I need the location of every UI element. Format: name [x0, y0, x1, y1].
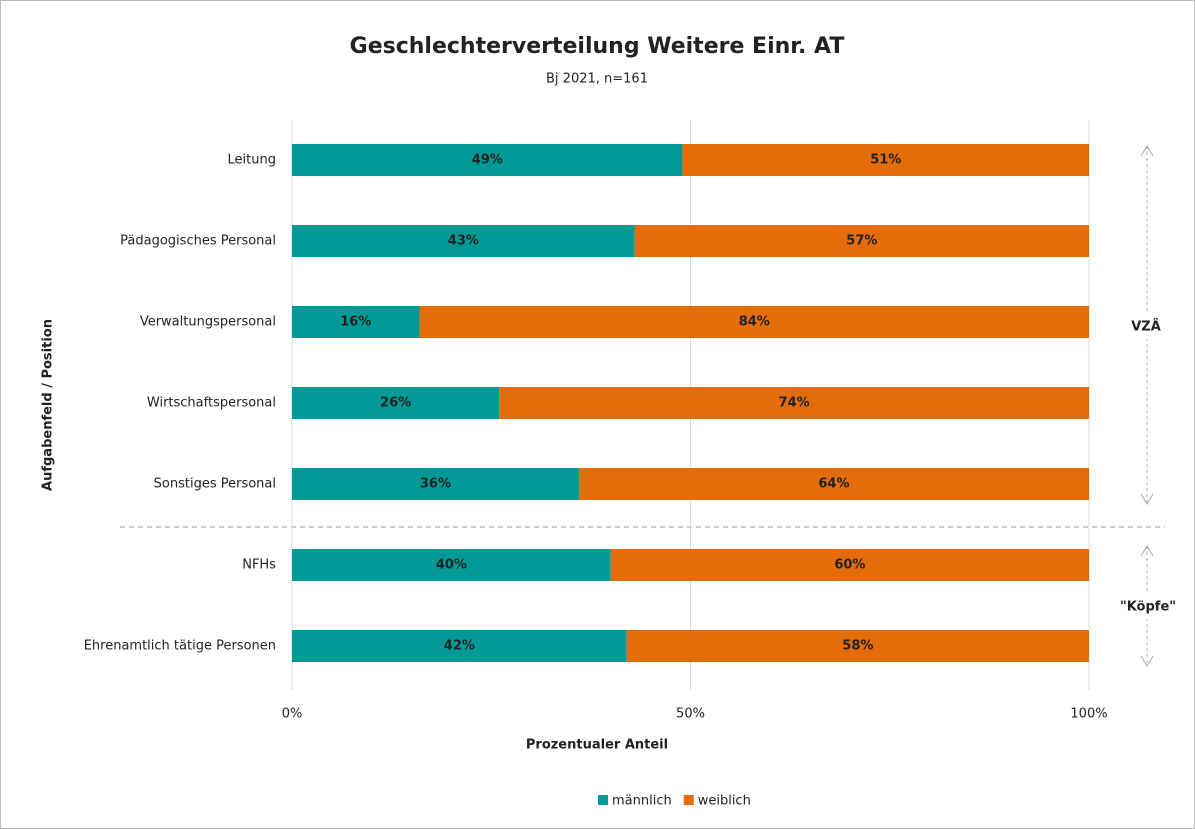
- y-axis-title: Aufgabenfeld / Position: [41, 319, 56, 491]
- data-label: 26%: [380, 396, 411, 411]
- data-label: 57%: [846, 234, 877, 249]
- y-tick-label: Pädagogisches Personal: [120, 234, 276, 249]
- chart-subtitle: Bj 2021, n=161: [546, 72, 648, 87]
- bar: [292, 144, 683, 176]
- bar: [419, 306, 1089, 338]
- data-label: 64%: [818, 477, 849, 492]
- annotation-bg: [1122, 314, 1172, 340]
- legend-label: männlich: [612, 794, 672, 809]
- bar: [292, 225, 635, 257]
- data-label: 16%: [340, 315, 371, 330]
- bar: [610, 549, 1089, 581]
- data-label: 84%: [739, 315, 770, 330]
- annotation: "Köpfe": [1120, 600, 1176, 615]
- annotation: VZÄ: [1131, 319, 1161, 335]
- y-tick-label: Sonstiges Personal: [154, 477, 276, 492]
- y-tick-label: Verwaltungspersonal: [140, 315, 276, 330]
- data-label: 74%: [779, 396, 810, 411]
- x-tick-label: 0%: [282, 707, 303, 722]
- y-tick-label: Wirtschaftspersonal: [147, 396, 276, 411]
- data-label: 42%: [444, 639, 475, 654]
- data-label: 58%: [842, 639, 873, 654]
- bar: [499, 387, 1090, 419]
- legend-swatch: [683, 795, 694, 805]
- legend-swatch: [598, 795, 608, 805]
- y-tick-label: NFHs: [242, 558, 276, 573]
- bar: [682, 144, 1089, 176]
- bar: [292, 549, 611, 581]
- x-tick-label: 100%: [1070, 707, 1107, 722]
- bar: [292, 387, 500, 419]
- legend-label: weiblich: [698, 794, 751, 809]
- data-label: 51%: [870, 153, 901, 168]
- data-label: 40%: [436, 558, 467, 573]
- bar: [578, 468, 1089, 500]
- bar: [626, 630, 1089, 662]
- x-tick-label: 50%: [676, 707, 705, 722]
- data-label: 60%: [834, 558, 865, 573]
- data-label: 36%: [420, 477, 451, 492]
- chart-title: Geschlechterverteilung Weitere Einr. AT: [350, 34, 845, 59]
- bar: [634, 225, 1089, 257]
- data-label: 43%: [448, 234, 479, 249]
- annotation-bg: [1108, 594, 1190, 620]
- bar: [292, 468, 579, 500]
- data-label: 49%: [472, 153, 503, 168]
- bar: [292, 306, 420, 338]
- y-tick-label: Ehrenamtlich tätige Personen: [84, 639, 276, 654]
- bar: [292, 630, 627, 662]
- x-axis-title: Prozentualer Anteil: [526, 738, 668, 753]
- y-tick-label: Leitung: [228, 153, 276, 168]
